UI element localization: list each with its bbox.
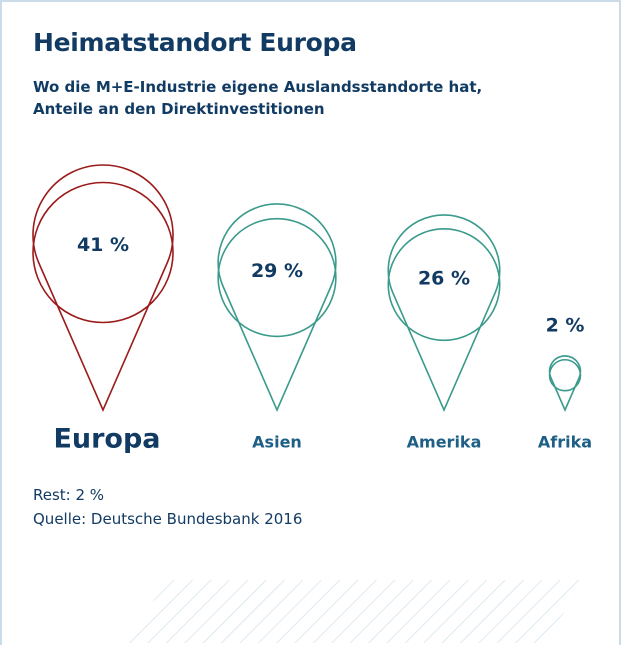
pin-inner-circle — [217, 217, 337, 338]
pin-inner-circle — [387, 228, 501, 342]
note: Rest: 2 % — [33, 486, 105, 504]
hatch-decoration — [120, 580, 590, 643]
value-label: 2 % — [546, 314, 585, 336]
category-label: Asien — [252, 433, 302, 452]
source: Quelle: Deutsche Bundesbank 2016 — [33, 510, 303, 528]
pin — [387, 214, 501, 412]
category-label: Amerika — [407, 433, 482, 452]
chart-subtitle: Wo die M+E-Industrie eigene Auslandsstan… — [33, 78, 483, 118]
value-label: 29 % — [251, 260, 303, 282]
pin-inner-circle — [548, 358, 582, 392]
pin — [217, 203, 337, 412]
value-label: 26 % — [418, 268, 470, 290]
pin-inner-circle — [32, 181, 174, 324]
chart-title: Heimatstandort Europa — [33, 28, 357, 57]
category-label: Europa — [53, 424, 160, 455]
pin — [32, 164, 174, 413]
value-label: 41 % — [77, 234, 129, 256]
category-label: Afrika — [538, 433, 592, 452]
